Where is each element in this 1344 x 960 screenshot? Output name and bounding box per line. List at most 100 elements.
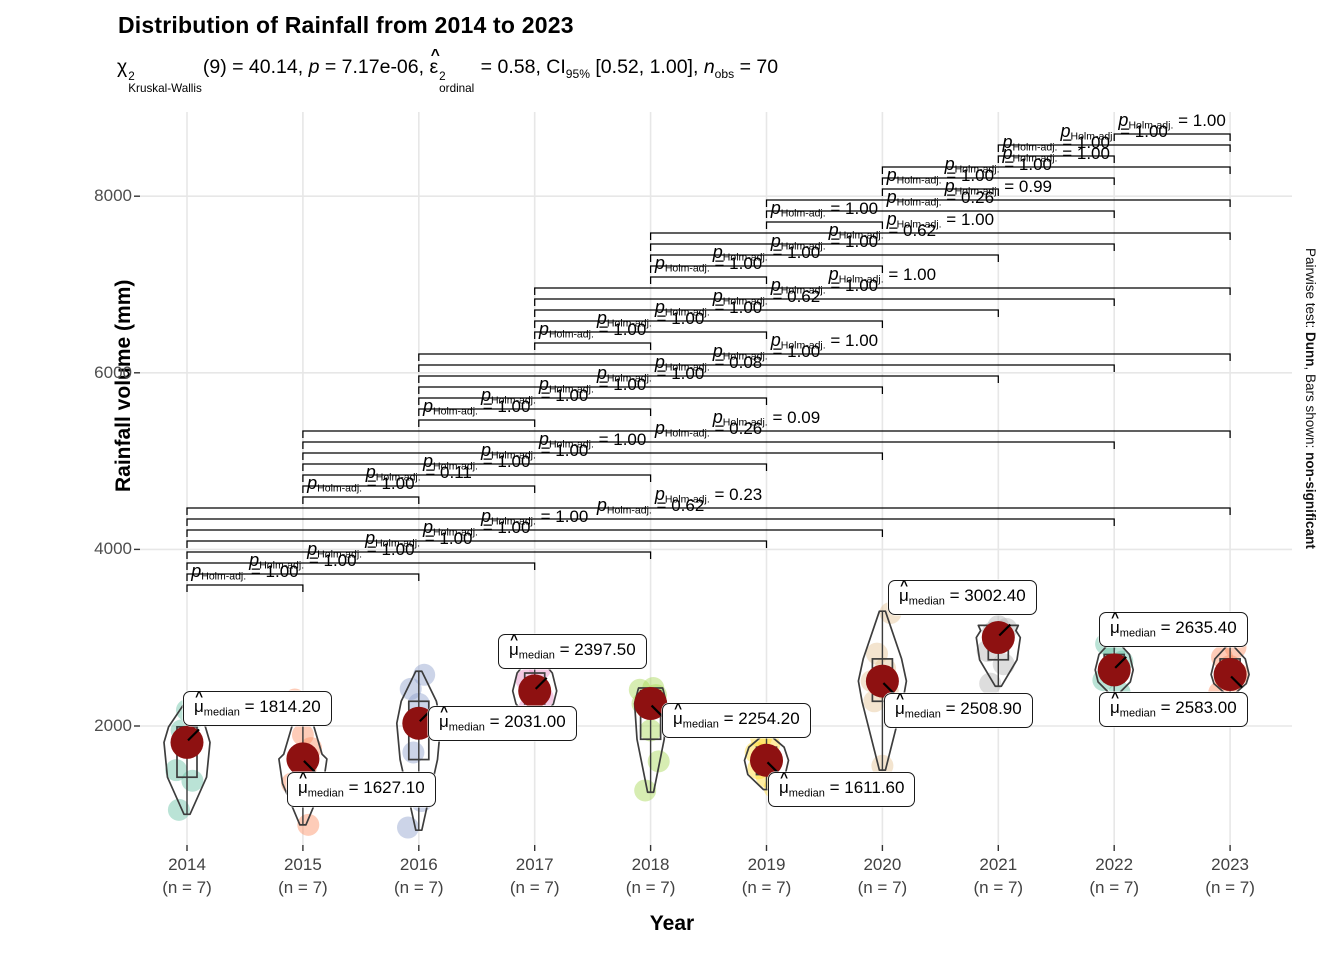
bracket-p-value-label: pHolm-adj. = 1.00 [712,341,821,363]
comparison-bracket [302,485,536,493]
comparison-bracket [881,166,1231,174]
median-value-label: μ ^ median = 2508.90 [884,691,1033,728]
bracket-p-value-label: pHolm-adj. = 0.09 [712,407,821,429]
median-label-connector [766,761,780,775]
bracket-p-value-label: pHolm-adj. = 1.00 [886,165,995,187]
x-tick-label: 2018 (n = 7) [625,855,676,897]
jitter-point [979,672,1002,695]
bracket-p-value-label: pHolm-adj. = 1.00 [596,308,705,330]
comparison-bracket [649,265,884,273]
comparison-bracket [186,551,652,559]
bracket-p-value-label: pHolm-adj. = 1.00 [596,363,705,385]
comparison-bracket [418,408,652,416]
comparison-bracket [997,144,1231,152]
x-tick-label: 2022 (n = 7) [1089,855,1139,897]
bracket-p-value-label: pHolm-adj. = 1.00 [480,506,589,528]
comparison-bracket [649,243,1115,251]
median-label-connector [534,677,548,690]
jitter-point [167,798,190,821]
y-tick-label: 6000 [94,362,132,382]
comparison-bracket [302,452,884,460]
comparison-bracket [186,573,420,581]
x-tick-label: 2020 (n = 7) [857,855,908,897]
median-value-label: μ ^ median = 2397.50 [498,632,647,669]
median-value-label: μ ^ median = 2635.40 [1099,610,1248,647]
comparison-bracket [302,474,652,482]
bracket-p-value-label: pHolm-adj. = 1.00 [307,539,415,561]
median-value-label: μ ^ median = 2254.20 [662,701,811,738]
comparison-bracket [1113,133,1231,141]
median-value-label: μ ^ median = 2031.00 [428,704,577,741]
median-value-label: μ ^ median = 1611.60 [768,770,916,807]
median-value-label: μ ^ median = 1627.10 [287,770,436,807]
comparison-bracket [418,364,1115,372]
x-tick-label: 2021 (n = 7) [973,855,1024,897]
comparison-bracket [418,419,536,427]
bracket-p-value-label: pHolm-adj. = 1.00 [1002,132,1110,154]
bracket-p-value-label: pHolm-adj. = 1.00 [770,275,879,297]
bracket-p-value-label: pHolm-adj. = 1.00 [538,429,647,451]
comparison-bracket [997,155,1115,163]
bracket-p-value-label: pHolm-adj. = 1.00 [423,396,531,418]
bracket-p-value-label: pHolm-adj. = 1.00 [423,451,531,473]
median-value-label: μ ^ median = 2583.00 [1099,690,1248,727]
bracket-p-value-label: pHolm-adj. = 0.11 [365,462,472,484]
x-tick-label: 2019 (n = 7) [741,855,792,897]
comparison-bracket [186,507,1231,515]
comparison-bracket [186,518,1115,526]
bracket-p-value-label: pHolm-adj. = 1.00 [480,440,589,462]
bracket-p-value-label: pHolm-adj. = 1.00 [538,319,647,341]
chart-title: Distribution of Rainfall from 2014 to 20… [118,12,574,38]
comparison-bracket [534,298,1115,306]
bracket-p-value-label: pHolm-adj. = 1.00 [654,253,763,275]
y-tick-label: 4000 [94,539,132,559]
bracket-p-value-label: pHolm-adj. = 1.00 [770,330,879,352]
violin-shape [395,670,442,832]
x-tick-label: 2015 (n = 7) [278,855,328,897]
comparison-bracket [649,254,999,262]
bracket-p-value-label: pHolm-adj. = 0.99 [944,176,1052,198]
comparison-bracket [186,562,536,570]
bracket-p-value-label: pHolm-adj. = 1.00 [712,242,821,264]
x-tick-label: 2016 (n = 7) [393,855,444,897]
comparison-bracket [765,221,884,229]
bracket-p-value-label: pHolm-adj. = 1.00 [249,550,357,572]
bracket-p-value-label: pHolm-adj. = 1.00 [1060,121,1168,143]
comparison-bracket [534,342,652,350]
comparison-bracket [881,177,1115,185]
comparison-bracket [418,386,884,394]
comparison-bracket [649,232,1231,240]
comparison-bracket [534,309,999,317]
bracket-p-value-label: pHolm-adj. = 1.00 [307,473,415,495]
bracket-p-value-label: pHolm-adj. = 0.62 [596,495,705,517]
median-value-label: μ ^ median = 1814.20 [183,689,332,726]
bracket-p-value-label: pHolm-adj. = 1.00 [1002,143,1110,165]
median-label-connector [1230,675,1243,689]
comparison-bracket [649,276,768,284]
comparison-bracket [186,529,884,537]
comparison-bracket [881,188,999,196]
median-value-label: μ ^ median = 3002.40 [888,578,1037,615]
bracket-p-value-label: pHolm-adj. = 0.62 [712,286,821,308]
median-label-connector [882,682,896,695]
violin-shape [278,698,328,826]
bracket-p-value-label: pHolm-adj. = 1.00 [886,209,995,231]
bracket-p-value-label: pHolm-adj. = 1.00 [770,198,879,220]
y-tick-label: 2000 [94,716,132,735]
bracket-p-value-label: pHolm-adj. = 1.00 [538,374,647,396]
comparison-bracket [302,430,1231,438]
bracket-p-value-label: pHolm-adj. = 0.62 [828,220,937,242]
comparison-bracket [302,441,1115,449]
bracket-p-value-label: pHolm-adj. = 0.08 [654,352,763,374]
stats-subtitle: χ 2 Kruskal-Wallis (9) = 40.14, p = 7.17e-0… [117,46,779,96]
jitter-point [647,750,670,773]
violin-shape [975,624,1022,688]
bracket-p-value-label: pHolm-adj. = 1.00 [191,561,299,583]
bracket-p-value-label: pHolm-adj. = 0.26 [654,418,763,440]
bracket-p-value-label: pHolm-adj. = 1.00 [828,264,937,286]
bracket-p-value-label: pHolm-adj. = 0.26 [886,187,995,209]
comparison-bracket [534,320,884,328]
bracket-p-value-label: pHolm-adj. = 1.00 [944,154,1052,176]
comparison-bracket [765,199,1231,207]
